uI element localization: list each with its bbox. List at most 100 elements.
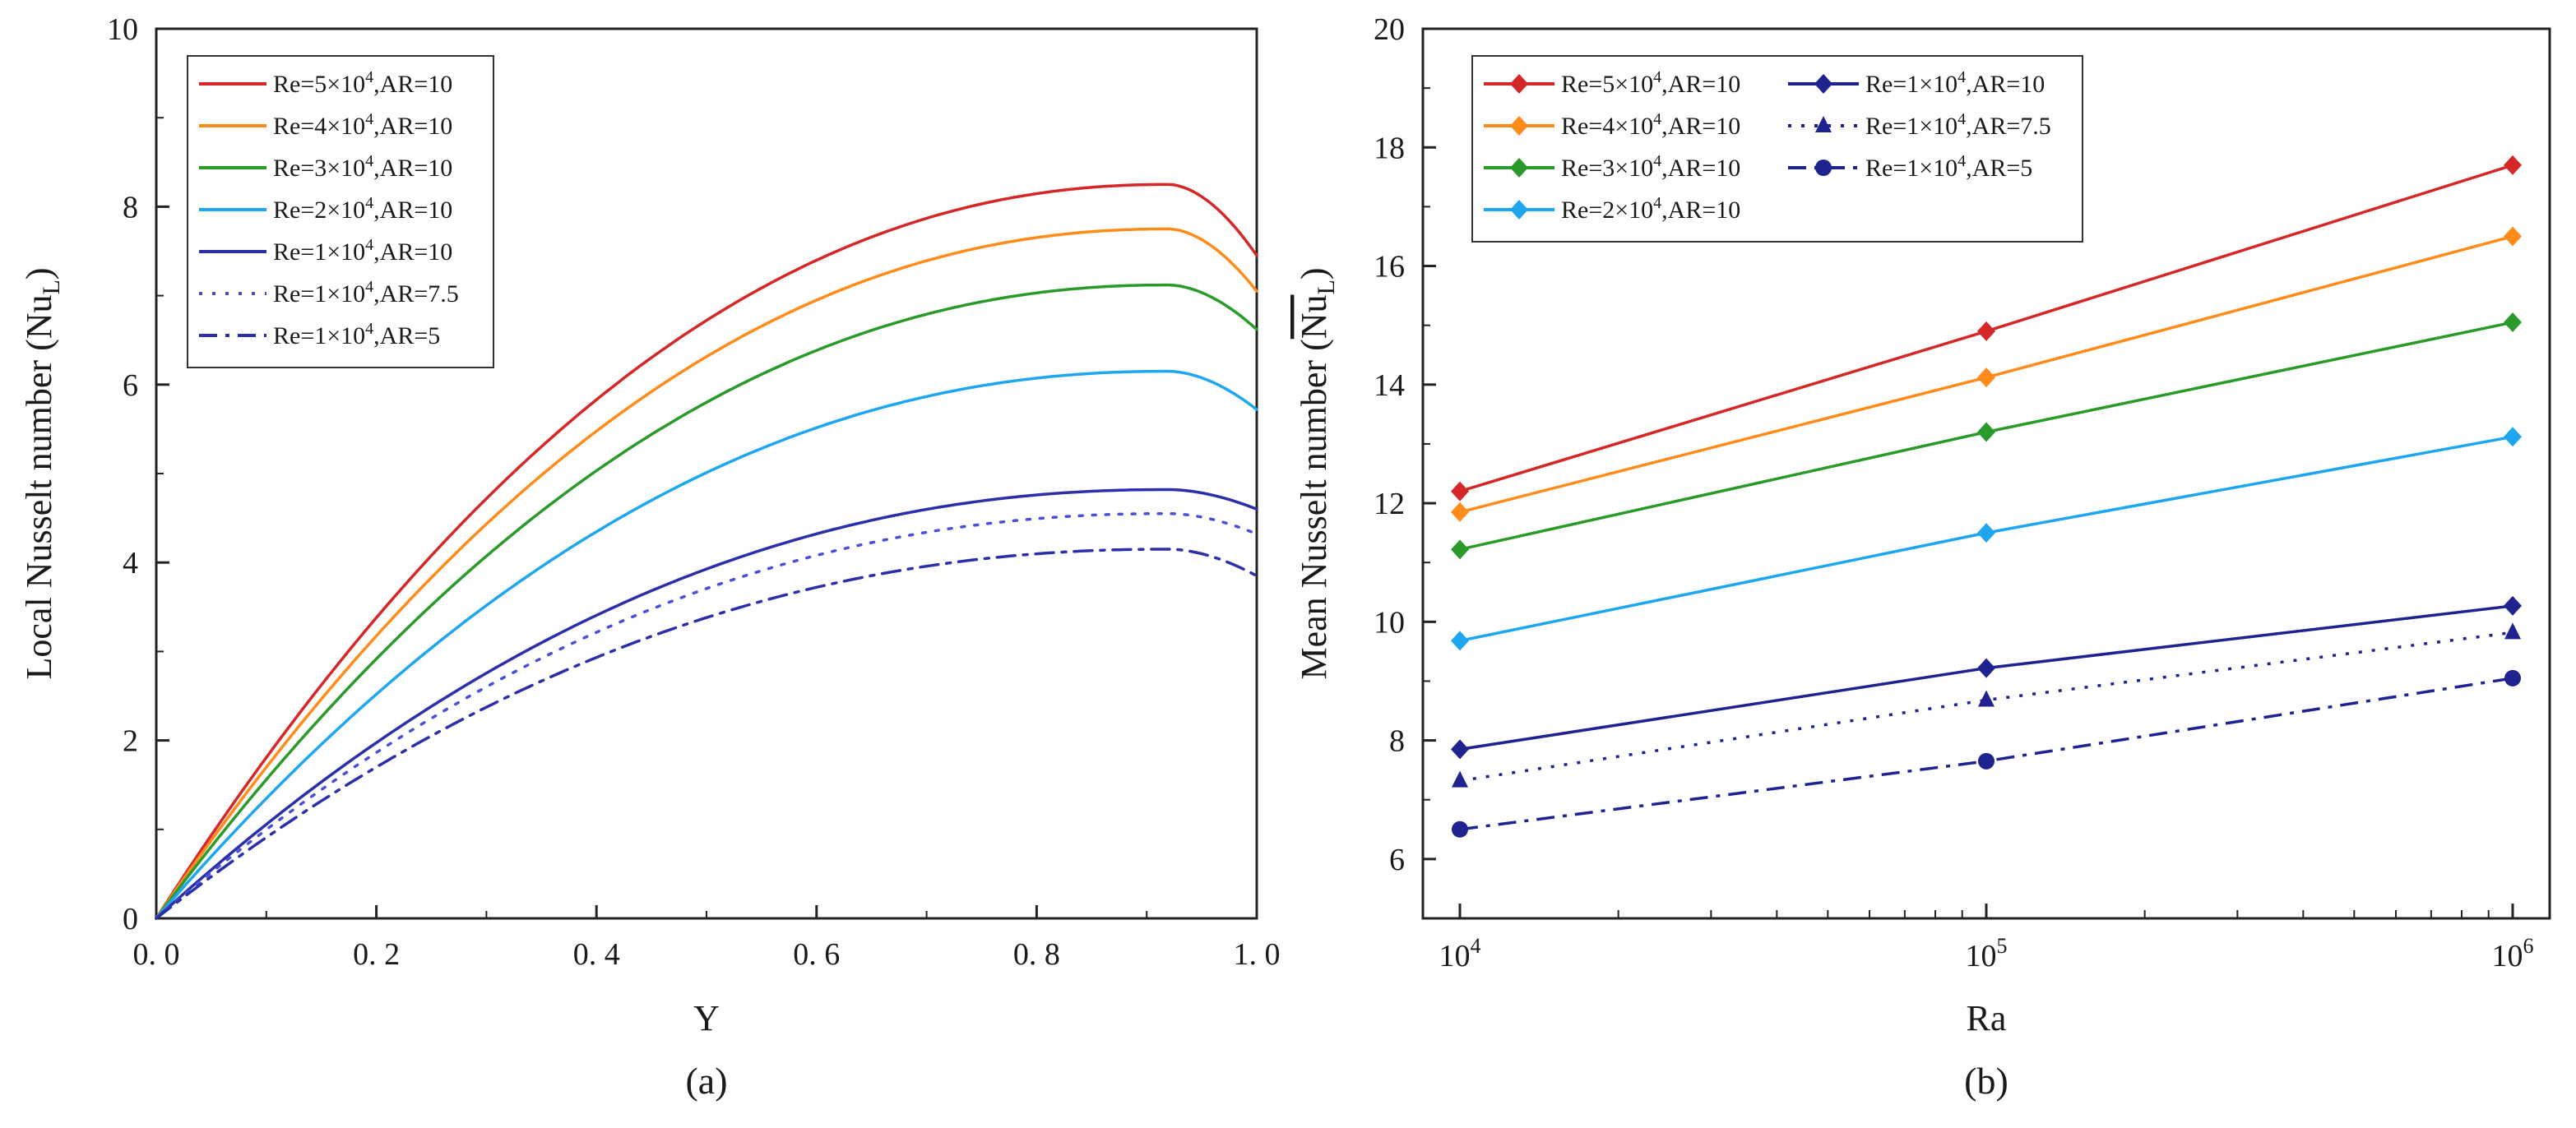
data-point-3-2 [2504,427,2522,447]
legend-label-suffix: ,AR=7.5 [1966,113,2051,140]
legend-label-suffix: ,AR=5 [373,322,440,349]
data-point-6-0 [1452,821,1468,838]
y-axis-label-symbol: Nu [1294,294,1334,339]
series-lines [155,183,1258,920]
y-tick-label: 0 [123,902,138,936]
legend: Re=5×104,AR=10Re=4×104,AR=10Re=3×104,AR=… [1471,55,2083,243]
data-point-1-2 [2504,226,2522,247]
legend-label-suffix: ,AR=10 [373,238,452,266]
legend-label-1: Re=4×104,AR=10 [273,110,452,140]
legend-label-base: Re=4×10 [273,113,365,140]
x-tick-exponent: 4 [1471,934,1481,958]
legend-label-exponent: 4 [1653,68,1661,86]
x-axis-label: Ra [1967,998,2007,1038]
y-axis-label-subscript: L [38,280,65,294]
y-tick-label: 20 [1374,12,1405,47]
data-point-0-0 [1451,481,1469,502]
legend-marker-0 [1510,74,1528,94]
legend-label-exponent: 4 [1653,194,1661,212]
legend-label-base: Re=1×10 [1865,71,1957,98]
series-lines [1451,155,2522,838]
x-tick-base: 10 [2492,939,2523,973]
y-tick-label: 6 [1389,843,1405,877]
series-line-4 [155,488,1258,920]
x-axis-label: Y [693,998,720,1038]
legend-label-base: Re=1×10 [273,280,365,307]
legend-marker-1 [1510,116,1528,136]
legend: Re=5×104,AR=10Re=4×104,AR=10Re=3×104,AR=… [187,55,494,368]
legend-label-exponent: 4 [1957,152,1966,170]
legend-label-6: Re=1×104,AR=5 [1865,152,2032,182]
legend-label-exponent: 4 [365,68,373,86]
y-tick-label: 6 [123,368,138,403]
legend-label-suffix: ,AR=10 [373,71,452,98]
series-line-5 [155,511,1258,920]
legend-label-6: Re=1×104,AR=5 [273,320,440,349]
data-point-1-0 [1451,502,1469,522]
legend-label-exponent: 4 [365,278,373,296]
x-tick-label: 106 [2492,934,2534,973]
legend-label-suffix: ,AR=10 [1661,196,1740,224]
data-point-3-1 [1977,523,1995,543]
y-tick-label: 16 [1374,250,1405,284]
legend-label-2: Re=3×104,AR=10 [1561,152,1740,182]
legend-label-exponent: 4 [365,320,373,338]
legend-marker-4 [1814,74,1832,94]
data-point-6-1 [1978,752,1995,770]
x-tick-label: 0. 8 [1013,937,1060,972]
data-point-2-0 [1451,539,1469,560]
legend-marker-6 [1815,159,1832,176]
data-point-0-2 [2504,155,2522,175]
legend-label-exponent: 4 [365,194,373,212]
legend-label-4: Re=1×104,AR=10 [1865,68,2045,98]
x-tick-label: 0. 6 [793,937,840,972]
y-axis-label-subscript: L [1313,280,1340,294]
data-point-3-0 [1451,631,1469,651]
legend-label-5: Re=1×104,AR=7.5 [1865,110,2051,140]
legend-label-base: Re=1×10 [273,322,365,349]
x-tick-base: 10 [1966,939,1997,973]
legend-label-exponent: 4 [365,152,373,170]
data-point-5-0 [1452,770,1468,788]
legend-label-suffix: ,AR=10 [1661,113,1740,140]
y-axis-label-close: ) [19,268,59,280]
data-point-1-1 [1977,368,1995,388]
y-tick-label: 8 [123,190,138,224]
x-tick-label: 0. 0 [133,937,180,972]
legend-marker-5 [1815,116,1832,132]
y-tick-label: 10 [1374,605,1405,640]
legend-label-suffix: ,AR=10 [1661,155,1740,182]
legend-label-base: Re=2×10 [273,196,365,224]
legend-label-base: Re=1×10 [1865,155,1957,182]
legend-label-base: Re=1×10 [273,238,365,266]
legend-label-base: Re=5×10 [1561,71,1653,98]
y-tick-label: 4 [123,546,138,580]
legend-marker-2 [1510,158,1528,178]
x-tick-label: 0. 4 [573,937,620,972]
panel-label: (b) [1964,1060,2008,1102]
x-tick-exponent: 6 [2523,934,2534,958]
legend-label-base: Re=2×10 [1561,196,1653,224]
legend-label-suffix: ,AR=10 [373,196,452,224]
series-line-1 [155,227,1258,920]
legend-label-suffix: ,AR=7.5 [373,280,459,307]
legend-label-2: Re=3×104,AR=10 [273,152,452,182]
legend-label-3: Re=2×104,AR=10 [1561,194,1740,224]
y-tick-label: 14 [1374,368,1405,403]
y-axis-label: Mean Nusselt number (NuL) [1294,267,1340,679]
x-tick-label: 0. 2 [353,937,400,972]
legend-marker-3 [1510,200,1528,220]
legend-label-suffix: ,AR=5 [1966,155,2032,182]
legend-label-base: Re=5×10 [273,71,365,98]
panel-label: (a) [685,1060,727,1102]
legend-label-exponent: 4 [1653,152,1661,170]
series-line-6 [155,548,1258,920]
legend-label-exponent: 4 [1653,110,1661,128]
legend-label-suffix: ,AR=10 [1966,71,2045,98]
y-axis-label-text: Local Nusselt number (Nu [19,294,59,679]
legend-label-3: Re=2×104,AR=10 [273,194,452,224]
data-point-4-0 [1451,739,1469,760]
data-point-2-2 [2504,312,2522,333]
legend-label-exponent: 4 [1957,68,1966,86]
